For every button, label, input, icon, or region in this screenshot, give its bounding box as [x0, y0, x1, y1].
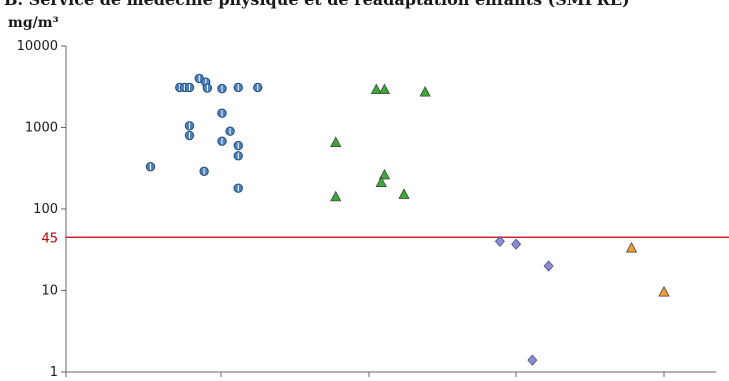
- triangle-point: [625, 241, 638, 253]
- triangle-point: [378, 168, 391, 180]
- reference-line-label: 45: [41, 231, 58, 246]
- triangle-point: [330, 190, 342, 202]
- diamond-point: [494, 235, 505, 248]
- chart-axes: 1 10 100 1000 10000: [17, 39, 716, 380]
- reference-line-group: 45: [41, 231, 729, 246]
- y-tick-label: 100: [33, 202, 58, 217]
- triangle-point: [375, 176, 387, 187]
- triangle-point: [658, 285, 670, 297]
- y-tick-label: 10: [41, 284, 58, 299]
- triangle-point: [370, 83, 383, 95]
- data-points: [145, 73, 670, 366]
- y-tick-label: 1: [50, 365, 58, 380]
- triangle-point: [398, 188, 410, 199]
- triangle-point: [378, 83, 391, 95]
- y-tick-label: 10000: [17, 39, 58, 54]
- y-tick-label: 1000: [25, 121, 58, 136]
- triangle-point: [419, 85, 431, 97]
- y-axis-unit-label: mg/m³: [8, 15, 59, 31]
- triangle-point: [330, 136, 342, 147]
- diamond-point: [527, 354, 538, 366]
- chart-title: B. Service de médecine physique et de ré…: [4, 0, 729, 9]
- diamond-point: [543, 260, 554, 272]
- diamond-point: [511, 238, 522, 250]
